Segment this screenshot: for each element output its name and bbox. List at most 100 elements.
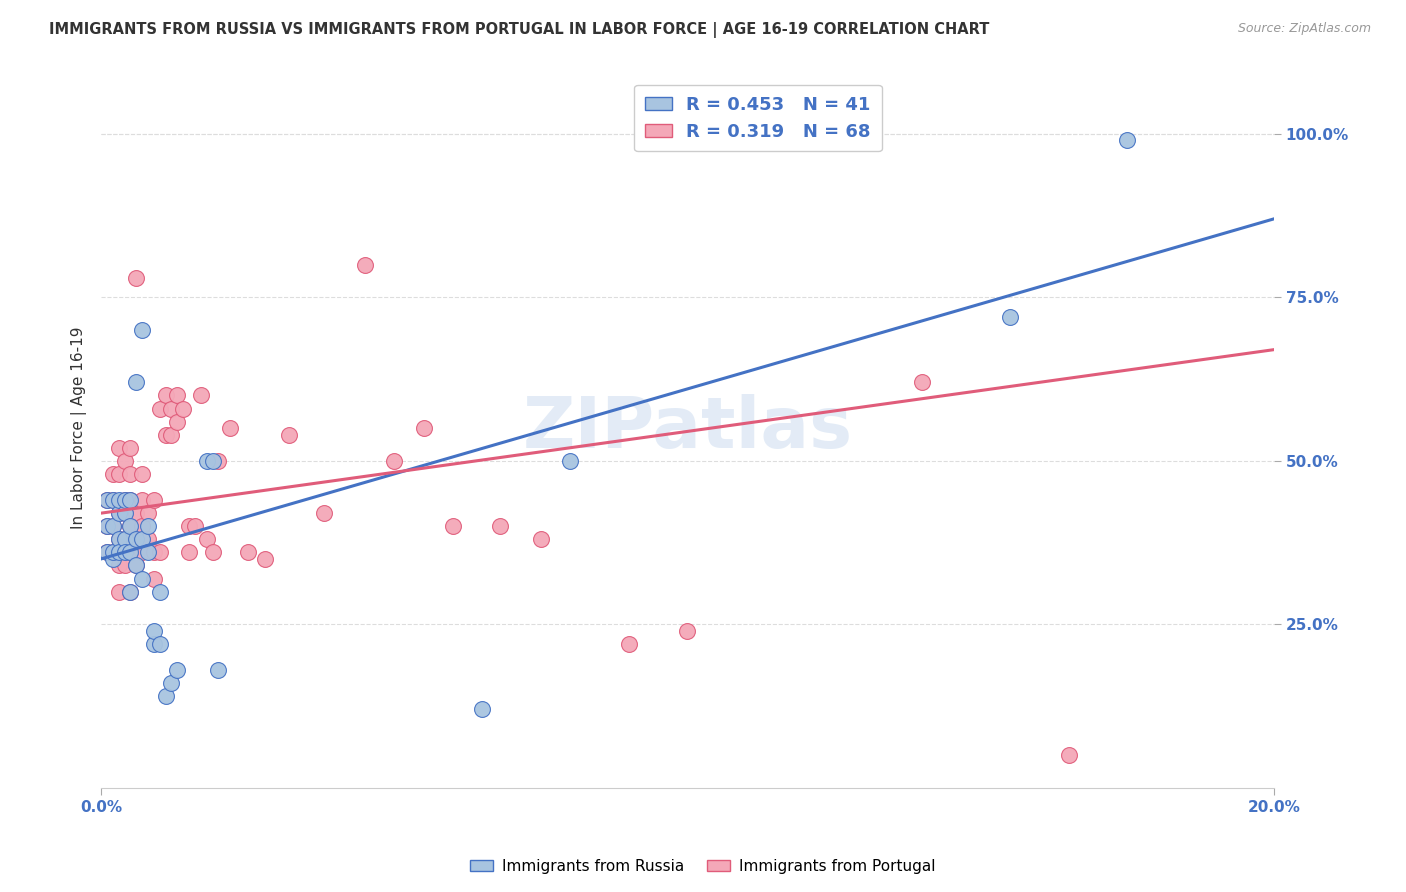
Point: [114, 493, 136, 508]
Point: [131, 323, 153, 337]
Point: [149, 401, 172, 416]
Point: [107, 545, 129, 559]
Point: [1116, 133, 1139, 147]
Point: [142, 545, 165, 559]
Point: [149, 637, 172, 651]
Point: [354, 258, 377, 272]
Point: [114, 533, 136, 547]
Point: [107, 467, 129, 481]
Point: [190, 388, 212, 402]
Point: [166, 663, 188, 677]
Point: [120, 584, 142, 599]
Point: [107, 493, 129, 508]
Point: [207, 454, 229, 468]
Point: [136, 519, 159, 533]
Point: [160, 676, 183, 690]
Point: [114, 558, 136, 573]
Legend: R = 0.453   N = 41, R = 0.319   N = 68: R = 0.453 N = 41, R = 0.319 N = 68: [634, 85, 882, 152]
Point: [101, 467, 124, 481]
Point: [120, 467, 142, 481]
Point: [142, 572, 165, 586]
Point: [101, 493, 124, 508]
Point: [120, 519, 142, 533]
Point: [166, 415, 188, 429]
Point: [107, 441, 129, 455]
Point: [114, 545, 136, 559]
Point: [101, 493, 124, 508]
Point: [96, 493, 118, 508]
Point: [120, 441, 142, 455]
Point: [177, 519, 200, 533]
Point: [277, 427, 299, 442]
Point: [125, 533, 148, 547]
Point: [142, 624, 165, 638]
Point: [107, 506, 129, 520]
Point: [131, 493, 153, 508]
Point: [96, 519, 118, 533]
Point: [142, 493, 165, 508]
Point: [136, 533, 159, 547]
Point: [120, 584, 142, 599]
Point: [125, 533, 148, 547]
Point: [96, 545, 118, 559]
Point: [96, 493, 118, 508]
Point: [107, 584, 129, 599]
Point: [114, 506, 136, 520]
Point: [160, 401, 183, 416]
Text: Source: ZipAtlas.com: Source: ZipAtlas.com: [1237, 22, 1371, 36]
Point: [998, 310, 1021, 324]
Point: [1057, 747, 1080, 762]
Point: [172, 401, 194, 416]
Point: [142, 637, 165, 651]
Point: [149, 545, 172, 559]
Point: [236, 545, 259, 559]
Point: [131, 545, 153, 559]
Point: [201, 545, 224, 559]
Point: [107, 506, 129, 520]
Point: [101, 519, 124, 533]
Point: [131, 467, 153, 481]
Point: [312, 506, 335, 520]
Point: [107, 558, 129, 573]
Point: [125, 558, 148, 573]
Point: [530, 533, 553, 547]
Point: [149, 584, 172, 599]
Point: [114, 493, 136, 508]
Point: [125, 506, 148, 520]
Point: [120, 545, 142, 559]
Point: [207, 663, 229, 677]
Point: [125, 558, 148, 573]
Point: [617, 637, 640, 651]
Point: [441, 519, 464, 533]
Point: [177, 545, 200, 559]
Point: [155, 427, 177, 442]
Point: [96, 519, 118, 533]
Text: ZIPatlas: ZIPatlas: [523, 393, 852, 463]
Legend: Immigrants from Russia, Immigrants from Portugal: Immigrants from Russia, Immigrants from …: [464, 853, 942, 880]
Point: [131, 572, 153, 586]
Text: IMMIGRANTS FROM RUSSIA VS IMMIGRANTS FROM PORTUGAL IN LABOR FORCE | AGE 16-19 CO: IMMIGRANTS FROM RUSSIA VS IMMIGRANTS FRO…: [49, 22, 990, 38]
Point: [911, 376, 934, 390]
Point: [184, 519, 207, 533]
Point: [131, 519, 153, 533]
Point: [219, 421, 242, 435]
Point: [120, 519, 142, 533]
Point: [382, 454, 405, 468]
Point: [114, 506, 136, 520]
Point: [160, 427, 183, 442]
Point: [201, 454, 224, 468]
Point: [125, 376, 148, 390]
Point: [412, 421, 434, 435]
Point: [120, 493, 142, 508]
Point: [107, 533, 129, 547]
Point: [136, 545, 159, 559]
Point: [120, 545, 142, 559]
Point: [107, 533, 129, 547]
Point: [96, 545, 118, 559]
Point: [195, 454, 218, 468]
Point: [101, 552, 124, 566]
Y-axis label: In Labor Force | Age 16-19: In Labor Force | Age 16-19: [72, 326, 87, 529]
Point: [195, 533, 218, 547]
Point: [560, 454, 582, 468]
Point: [166, 388, 188, 402]
